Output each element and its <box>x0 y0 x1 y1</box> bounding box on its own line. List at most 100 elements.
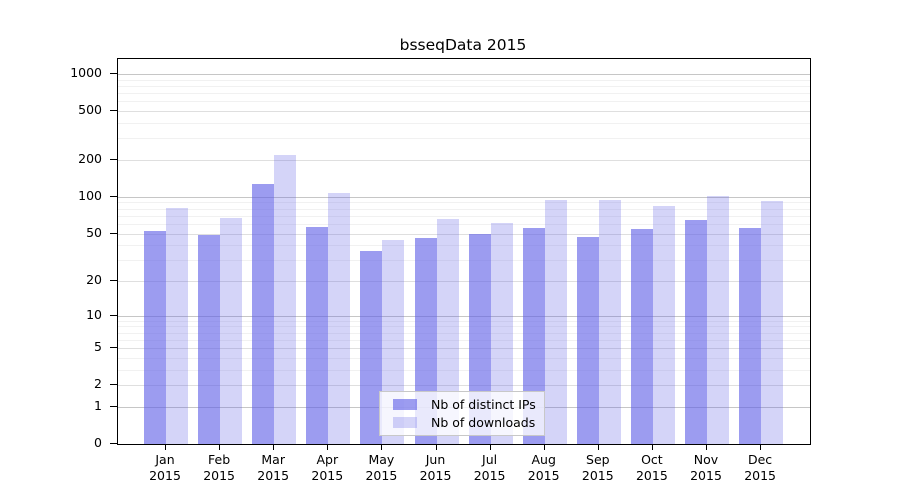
bar-distinct-ips-aug <box>522 228 545 444</box>
y-axis-tick-mark-0 <box>110 443 117 444</box>
y-axis-tick-mark-10 <box>110 314 117 316</box>
x-axis-label-jan: Jan 2015 <box>149 452 181 484</box>
x-axis-year-label: 2015 <box>473 468 506 483</box>
y-axis-tick-mark-200 <box>110 159 117 160</box>
y-axis-tick-mark-20 <box>110 280 117 281</box>
x-axis-label-may: May 2015 <box>365 452 397 484</box>
x-axis-month-label: Jun <box>425 452 446 467</box>
x-axis-month-label: Nov <box>693 452 719 467</box>
bar-distinct-ips-nov <box>685 219 707 444</box>
x-axis-month-label: Sep <box>586 452 610 467</box>
bar-distinct-ips-sep <box>576 236 599 444</box>
bar-distinct-ips-apr <box>306 226 329 444</box>
y-axis-tick-mark-1000 <box>110 73 117 74</box>
bar-downloads-nov <box>707 196 729 444</box>
gridline-80 <box>118 208 810 210</box>
gridline-500 <box>118 111 810 113</box>
legend-swatch-downloads <box>393 417 417 428</box>
gridline-8 <box>118 326 810 328</box>
x-axis-label-jul: Jul 2015 <box>474 452 506 484</box>
x-axis-month-label: Aug <box>531 452 556 467</box>
x-axis-tick-mark-nov <box>706 444 707 450</box>
x-axis-tick-mark-jul <box>489 444 491 450</box>
bar-distinct-ips-oct <box>630 229 653 444</box>
y-axis-tick-label-2: 2 <box>94 376 102 392</box>
bar-distinct-ips-feb <box>198 234 221 444</box>
y-axis-tick-label-1000: 1000 <box>70 65 102 80</box>
x-axis-month-label: Apr <box>316 452 339 467</box>
x-axis-month-label: May <box>368 452 395 467</box>
y-axis-tick-label-5: 5 <box>94 339 102 355</box>
x-axis-month-label: Oct <box>641 452 663 467</box>
y-axis-tick-label-0: 0 <box>94 435 102 450</box>
x-axis-label-jun: Jun 2015 <box>420 452 452 484</box>
bar-downloads-mar <box>274 154 297 444</box>
bar-downloads-aug <box>544 200 567 444</box>
x-axis-tick-mark-oct <box>651 444 653 450</box>
bar-downloads-jun <box>436 218 459 444</box>
gridline-800 <box>118 86 810 87</box>
x-axis-label-nov: Nov 2015 <box>690 452 722 484</box>
x-axis-year-label: 2015 <box>365 468 398 483</box>
x-axis-label-dec: Dec 2015 <box>744 452 776 484</box>
x-axis-tick-mark-mar <box>273 444 275 450</box>
legend-swatch-distinct-ips <box>393 399 417 410</box>
gridline-4 <box>118 357 810 359</box>
bar-downloads-oct <box>652 206 675 444</box>
gridline-700 <box>118 93 810 95</box>
x-axis-month-label: Feb <box>208 452 231 467</box>
bar-downloads-sep <box>598 199 621 444</box>
gridline-900 <box>118 79 810 81</box>
bar-distinct-ips-mar <box>252 183 275 444</box>
gridline-60 <box>118 223 810 225</box>
x-axis-label-oct: Oct 2015 <box>636 452 668 484</box>
x-axis-tick-mark-feb <box>219 444 221 450</box>
x-axis-year-label: 2015 <box>419 468 452 483</box>
x-axis-tick-mark-sep <box>597 444 599 450</box>
x-axis-year-label: 2015 <box>581 468 614 483</box>
x-axis-year-label: 2015 <box>257 468 290 483</box>
x-axis-year-label: 2015 <box>690 468 722 483</box>
y-axis-tick-mark-5 <box>110 347 117 349</box>
gridline-200 <box>118 160 810 161</box>
x-axis-tick-mark-jun <box>435 444 437 450</box>
bar-downloads-dec <box>761 201 784 444</box>
gridline-9 <box>118 320 810 322</box>
gridline-600 <box>118 101 810 103</box>
bar-downloads-jan <box>166 208 188 444</box>
y-axis-tick-label-200: 200 <box>78 151 102 166</box>
x-axis-year-label: 2015 <box>149 468 181 483</box>
bar-distinct-ips-may <box>360 250 383 444</box>
legend-label-distinct-ips: Nb of distinct IPs <box>431 397 536 412</box>
x-axis-label-feb: Feb 2015 <box>203 452 235 484</box>
y-axis-tick-mark-50 <box>110 232 117 234</box>
x-axis-month-label: Dec <box>747 452 773 467</box>
plot-area: Nb of distinct IPs Nb of downloads <box>117 58 811 445</box>
chart-title: bsseqData 2015 <box>399 36 527 54</box>
x-axis-label-apr: Apr 2015 <box>311 452 343 484</box>
x-axis-tick-mark-apr <box>327 444 329 450</box>
bar-distinct-ips-dec <box>739 228 762 444</box>
gridline-90 <box>118 202 810 204</box>
x-axis-month-label: Jul <box>482 452 498 467</box>
x-axis-label-sep: Sep 2015 <box>582 452 614 484</box>
gridline-50 <box>118 233 810 235</box>
legend-row-downloads: Nb of downloads <box>380 415 544 430</box>
x-axis-label-aug: Aug 2015 <box>528 452 560 484</box>
x-axis-tick-mark-dec <box>760 444 762 450</box>
y-axis-tick-mark-2 <box>110 384 117 386</box>
x-axis-year-label: 2015 <box>635 468 668 483</box>
y-axis-tick-label-20: 20 <box>86 272 102 287</box>
x-axis-month-label: Mar <box>261 452 285 467</box>
legend-row-distinct-ips: Nb of distinct IPs <box>380 397 544 412</box>
gridline-5 <box>118 348 810 350</box>
gridline-10 <box>118 315 810 317</box>
gridline-100 <box>118 196 810 198</box>
x-axis-tick-mark-jan <box>165 444 166 450</box>
x-axis-month-label: Jan <box>155 452 175 467</box>
gridline-2 <box>118 385 810 387</box>
y-axis-tick-label-1: 1 <box>94 397 102 413</box>
gridline-7 <box>118 332 810 334</box>
gridline-1000 <box>118 74 810 75</box>
